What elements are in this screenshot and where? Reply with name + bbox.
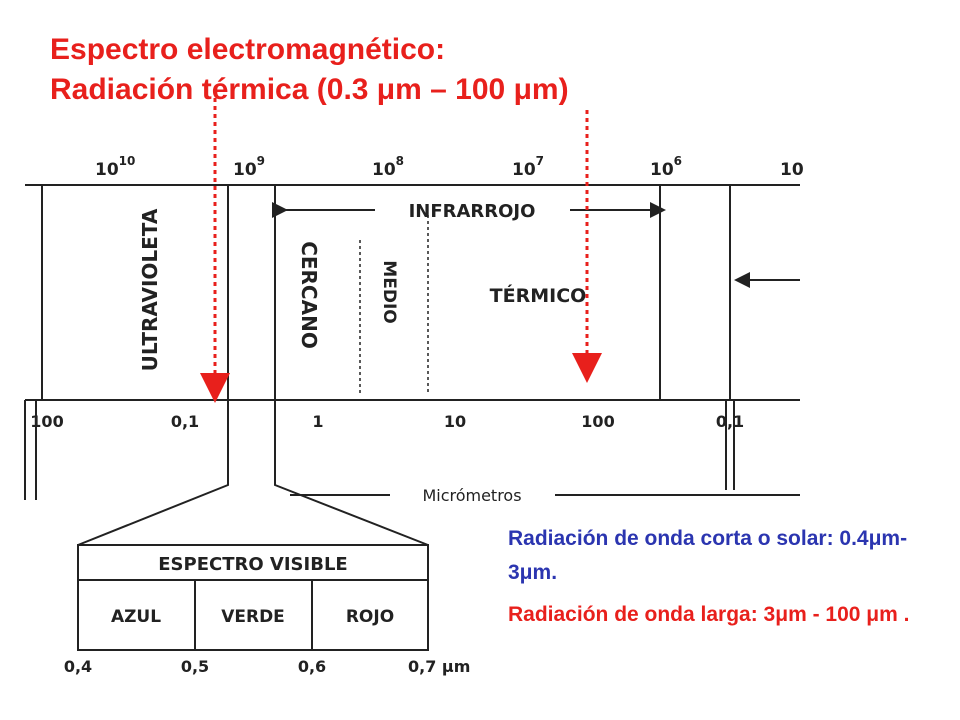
visible-band: ROJO [346,607,394,627]
frequency-tick: 107 [512,154,544,180]
title: Espectro electromagnético: Radiación tér… [50,30,569,110]
frequency-tick: 10 [780,160,804,180]
wavelength-tick: 100 [30,412,63,431]
title-line: Espectro electromagnético: [50,33,446,66]
region-label: INFRARROJO [409,201,536,222]
note: Radiación de onda larga: 3μm - 100 μm . [508,603,910,626]
wavelength-tick: 10 [444,412,466,431]
region-label: TÉRMICO [490,284,587,307]
visible-tick: 0,5 [181,657,209,676]
title-line: Radiación térmica (0.3 μm – 100 μm) [50,73,569,106]
frequency-tick: 109 [233,154,265,180]
note: Radiación de onda corta o solar: 0.4μm-3… [508,527,908,584]
region-label: MEDIO [379,260,399,323]
visible-tick: 0,7 μm [408,657,470,676]
region-label: ULTRAVIOLETA [138,208,162,371]
visible-tick: 0,4 [64,657,92,676]
wavelength-tick: 1 [312,412,323,431]
wavelength-ticks: 100 0,1 1 10 100 0,1 [30,412,744,431]
visible-band: VERDE [221,607,285,627]
visible-band: AZUL [111,607,161,627]
diagram-lines [24,184,800,651]
frequency-ticks: 1010 109 108 107 106 10 [95,154,804,180]
unit-label: Micrómetros [422,486,521,505]
frequency-tick: 1010 [95,154,135,180]
wavelength-tick: 100 [581,412,614,431]
region-label: CERCANO [297,241,321,349]
wavelength-tick: 0,1 [171,412,199,431]
wavelength-tick: 0,1 [716,412,744,431]
notes: Radiación de onda corta o solar: 0.4μm-3… [508,522,928,640]
visible-title: ESPECTRO VISIBLE [158,554,347,575]
visible-tick: 0,6 [298,657,326,676]
frequency-tick: 108 [372,154,404,180]
frequency-tick: 106 [650,154,682,180]
